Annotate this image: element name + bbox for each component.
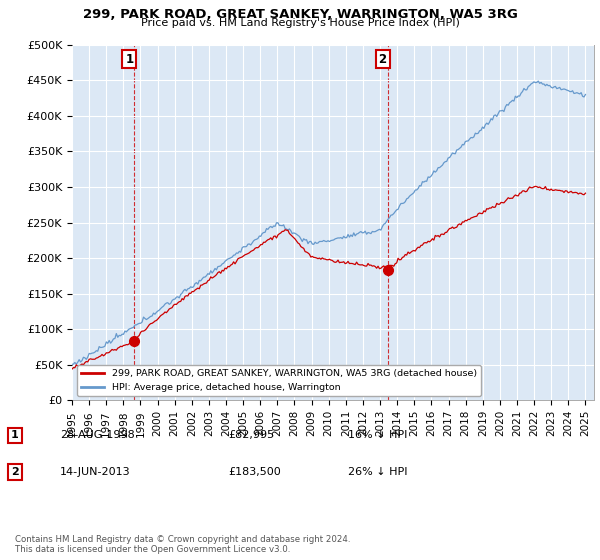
Text: £82,995: £82,995 xyxy=(228,431,274,440)
Text: Contains HM Land Registry data © Crown copyright and database right 2024.
This d: Contains HM Land Registry data © Crown c… xyxy=(15,535,350,554)
Text: 16% ↓ HPI: 16% ↓ HPI xyxy=(348,431,407,440)
Legend: 299, PARK ROAD, GREAT SANKEY, WARRINGTON, WA5 3RG (detached house), HPI: Average: 299, PARK ROAD, GREAT SANKEY, WARRINGTON… xyxy=(77,366,481,396)
Text: 14-JUN-2013: 14-JUN-2013 xyxy=(60,467,131,477)
Text: 1: 1 xyxy=(125,53,133,66)
Text: 299, PARK ROAD, GREAT SANKEY, WARRINGTON, WA5 3RG: 299, PARK ROAD, GREAT SANKEY, WARRINGTON… xyxy=(83,8,517,21)
Text: £183,500: £183,500 xyxy=(228,467,281,477)
Text: 2: 2 xyxy=(11,467,19,477)
Text: 1: 1 xyxy=(11,431,19,440)
Text: 28-AUG-1998: 28-AUG-1998 xyxy=(60,431,135,440)
Text: 26% ↓ HPI: 26% ↓ HPI xyxy=(348,467,407,477)
Text: Price paid vs. HM Land Registry's House Price Index (HPI): Price paid vs. HM Land Registry's House … xyxy=(140,18,460,28)
Text: 2: 2 xyxy=(379,53,386,66)
